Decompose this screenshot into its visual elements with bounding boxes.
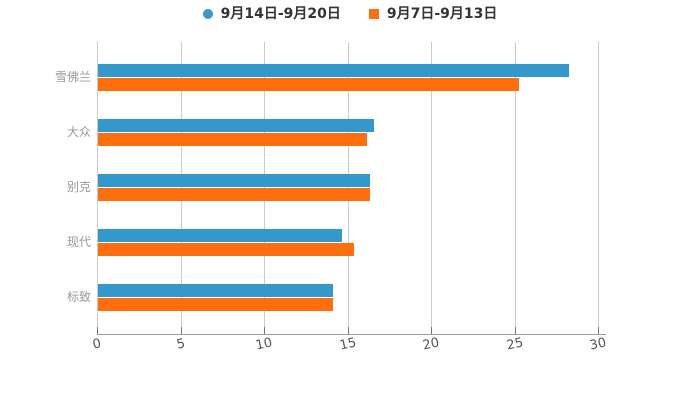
x-axis-tick-label: 0 [91,336,103,353]
x-axis-tick [97,327,98,335]
bar-week1-4[interactable] [98,298,334,311]
x-axis-tick [347,327,349,335]
x-axis-tick-label: 5 [174,336,187,353]
x-axis-tick-label: 15 [337,335,358,354]
x-axis-tick [180,327,182,335]
bar-week2-2[interactable] [98,174,371,187]
bar-week2-3[interactable] [98,229,342,242]
x-axis-tick [431,327,432,335]
bar-week1-0[interactable] [98,78,519,91]
gridline [598,42,599,334]
y-axis-label: 大众 [66,125,91,139]
x-axis-tick [598,327,599,335]
legend-label-sep7-13: 9月7日-9月13日 [386,6,498,22]
y-axis-label: 别克 [66,180,91,194]
bar-week1-2[interactable] [98,188,371,201]
x-axis-tick [264,327,265,335]
y-axis-label: 雪佛兰 [54,70,91,84]
bar-week2-0[interactable] [98,64,569,77]
gridline [514,42,516,334]
x-axis-tick-label: 10 [254,335,274,354]
bar-week2-1[interactable] [98,119,374,132]
x-axis-tick-label: 20 [421,335,441,354]
square-marker-icon [368,9,379,19]
legend: 9月14日-9月20日 9月7日-9月13日 [0,7,700,21]
bar-week1-3[interactable] [98,243,354,256]
circle-marker-icon [202,9,213,19]
bar-week1-1[interactable] [98,133,367,146]
y-axis-label: 现代 [66,235,91,249]
x-axis-line [97,334,606,335]
gridline [97,42,98,334]
x-axis-tick [514,327,516,335]
x-axis-tick-label: 30 [588,335,608,354]
legend-item-sep7-13[interactable]: 9月7日-9月13日 [368,6,498,22]
bar-week2-4[interactable] [98,284,334,297]
legend-label-sep14-20: 9月14日-9月20日 [220,6,341,22]
gridline [431,42,432,334]
x-axis-tick-label: 25 [504,335,525,354]
legend-item-sep14-20[interactable]: 9月14日-9月20日 [202,6,341,22]
y-axis-label: 标致 [66,290,91,304]
